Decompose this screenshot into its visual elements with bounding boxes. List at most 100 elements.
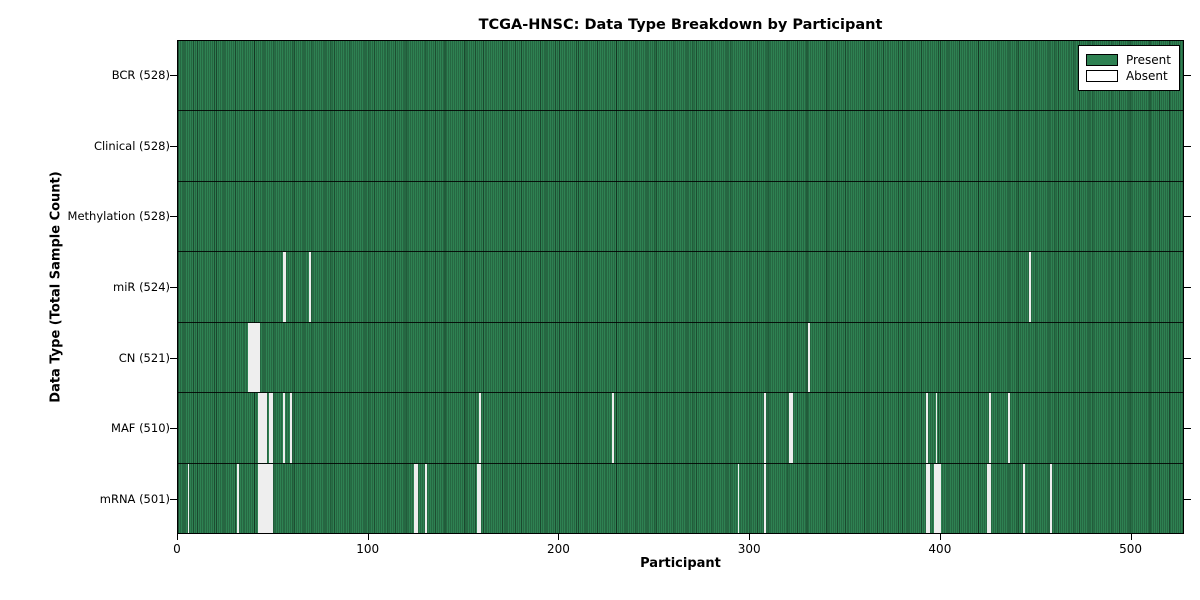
absent-swatch-icon xyxy=(1085,70,1118,82)
absent-gap xyxy=(269,393,272,463)
present-swatch-icon xyxy=(1085,54,1118,66)
absent-gap xyxy=(425,463,428,533)
x-tick-mark xyxy=(177,534,178,540)
absent-gap xyxy=(248,322,251,393)
absent-gap xyxy=(282,393,285,463)
absent-gap xyxy=(269,463,272,533)
absent-gap xyxy=(1007,393,1010,463)
absent-gap xyxy=(764,463,767,533)
y-tick-label: MAF (510) xyxy=(111,421,170,436)
absent-gap xyxy=(611,393,614,463)
x-tick-mark xyxy=(749,534,751,540)
absent-gap xyxy=(290,393,293,463)
y-tick-mark xyxy=(170,216,177,218)
y-tick-mark xyxy=(1184,216,1191,218)
x-tick-label: 0 xyxy=(173,542,181,556)
absent-gap xyxy=(257,463,260,533)
absent-gap xyxy=(927,463,930,533)
y-tick-mark xyxy=(170,145,177,147)
y-tick-mark xyxy=(170,287,177,288)
row-bcr xyxy=(178,41,1183,112)
absent-gap xyxy=(271,393,274,463)
y-tick-mark xyxy=(1184,287,1191,288)
absent-gap xyxy=(764,393,767,463)
absent-gap xyxy=(415,463,418,533)
absent-gap xyxy=(988,463,991,533)
x-tick-label: 300 xyxy=(737,542,761,556)
absent-gap xyxy=(284,252,287,322)
row-methylation xyxy=(178,181,1183,253)
absent-gap xyxy=(265,463,268,533)
row-cn xyxy=(178,322,1183,394)
row-mir xyxy=(178,252,1183,323)
x-tick-label: 100 xyxy=(356,542,380,556)
absent-gap xyxy=(988,393,991,463)
absent-gap xyxy=(263,393,266,463)
chart-title: TCGA-HNSC: Data Type Breakdown by Partic… xyxy=(478,17,883,33)
y-tick-label: BCR (528) xyxy=(111,68,170,83)
absent-gap xyxy=(935,393,938,463)
absent-gap xyxy=(267,463,270,533)
heatmap-rows xyxy=(178,41,1183,533)
y-tick-mark xyxy=(170,498,177,500)
x-tick-mark xyxy=(1130,534,1132,540)
y-tick-mark xyxy=(1184,357,1191,359)
legend-item-absent: Absent xyxy=(1085,69,1171,83)
y-tick-label: miR (524) xyxy=(113,280,170,294)
absent-gap xyxy=(933,463,936,533)
absent-gap xyxy=(282,252,285,322)
absent-gap xyxy=(259,463,262,533)
absent-gap xyxy=(808,322,810,393)
x-tick-mark xyxy=(558,534,560,540)
absent-gap xyxy=(187,463,190,533)
legend-label-present: Present xyxy=(1125,53,1171,67)
x-axis-label: Participant xyxy=(640,556,721,571)
absent-gap xyxy=(257,322,260,393)
legend-label-absent: Absent xyxy=(1125,69,1168,83)
x-tick-mark xyxy=(939,534,941,540)
x-tick-label: 500 xyxy=(1119,542,1143,556)
absent-gap xyxy=(478,463,481,533)
x-tick-label: 200 xyxy=(546,542,570,556)
absent-gap xyxy=(926,393,928,463)
x-tick-mark xyxy=(367,534,369,540)
row-mrna xyxy=(178,463,1183,533)
y-tick-mark xyxy=(170,75,177,77)
y-tick-mark xyxy=(1184,428,1191,430)
legend: Present Absent xyxy=(1077,45,1180,91)
absent-gap xyxy=(254,322,257,393)
row-clinical xyxy=(178,111,1183,182)
y-tick-label: mRNA (501) xyxy=(99,491,170,506)
absent-gap xyxy=(261,463,264,533)
x-tick-label: 400 xyxy=(928,542,952,556)
absent-gap xyxy=(737,463,740,533)
absent-gap xyxy=(478,393,481,463)
absent-gap xyxy=(476,463,479,533)
absent-gap xyxy=(1028,252,1031,322)
absent-gap xyxy=(414,463,416,533)
y-tick-mark xyxy=(170,357,177,359)
absent-gap xyxy=(256,322,258,393)
y-tick-label: Clinical (528) xyxy=(93,138,170,153)
absent-gap xyxy=(1023,463,1025,533)
absent-gap xyxy=(263,463,266,533)
y-tick-label: Methylation (528) xyxy=(67,209,170,224)
absent-gap xyxy=(259,393,262,463)
absent-gap xyxy=(265,393,268,463)
row-maf xyxy=(178,393,1183,464)
y-tick-mark xyxy=(1184,498,1191,500)
y-tick-mark xyxy=(170,428,177,430)
absent-gap xyxy=(926,463,928,533)
absent-gap xyxy=(309,252,312,322)
absent-gap xyxy=(935,463,938,533)
absent-gap xyxy=(252,322,255,393)
plot-area: Present Absent xyxy=(177,40,1184,534)
absent-gap xyxy=(250,322,253,393)
absent-gap xyxy=(237,463,239,533)
y-tick-label: CN (521) xyxy=(118,350,170,365)
absent-gap xyxy=(257,393,260,463)
absent-gap xyxy=(271,463,274,533)
y-tick-mark xyxy=(1184,145,1191,147)
absent-gap xyxy=(1049,463,1052,533)
